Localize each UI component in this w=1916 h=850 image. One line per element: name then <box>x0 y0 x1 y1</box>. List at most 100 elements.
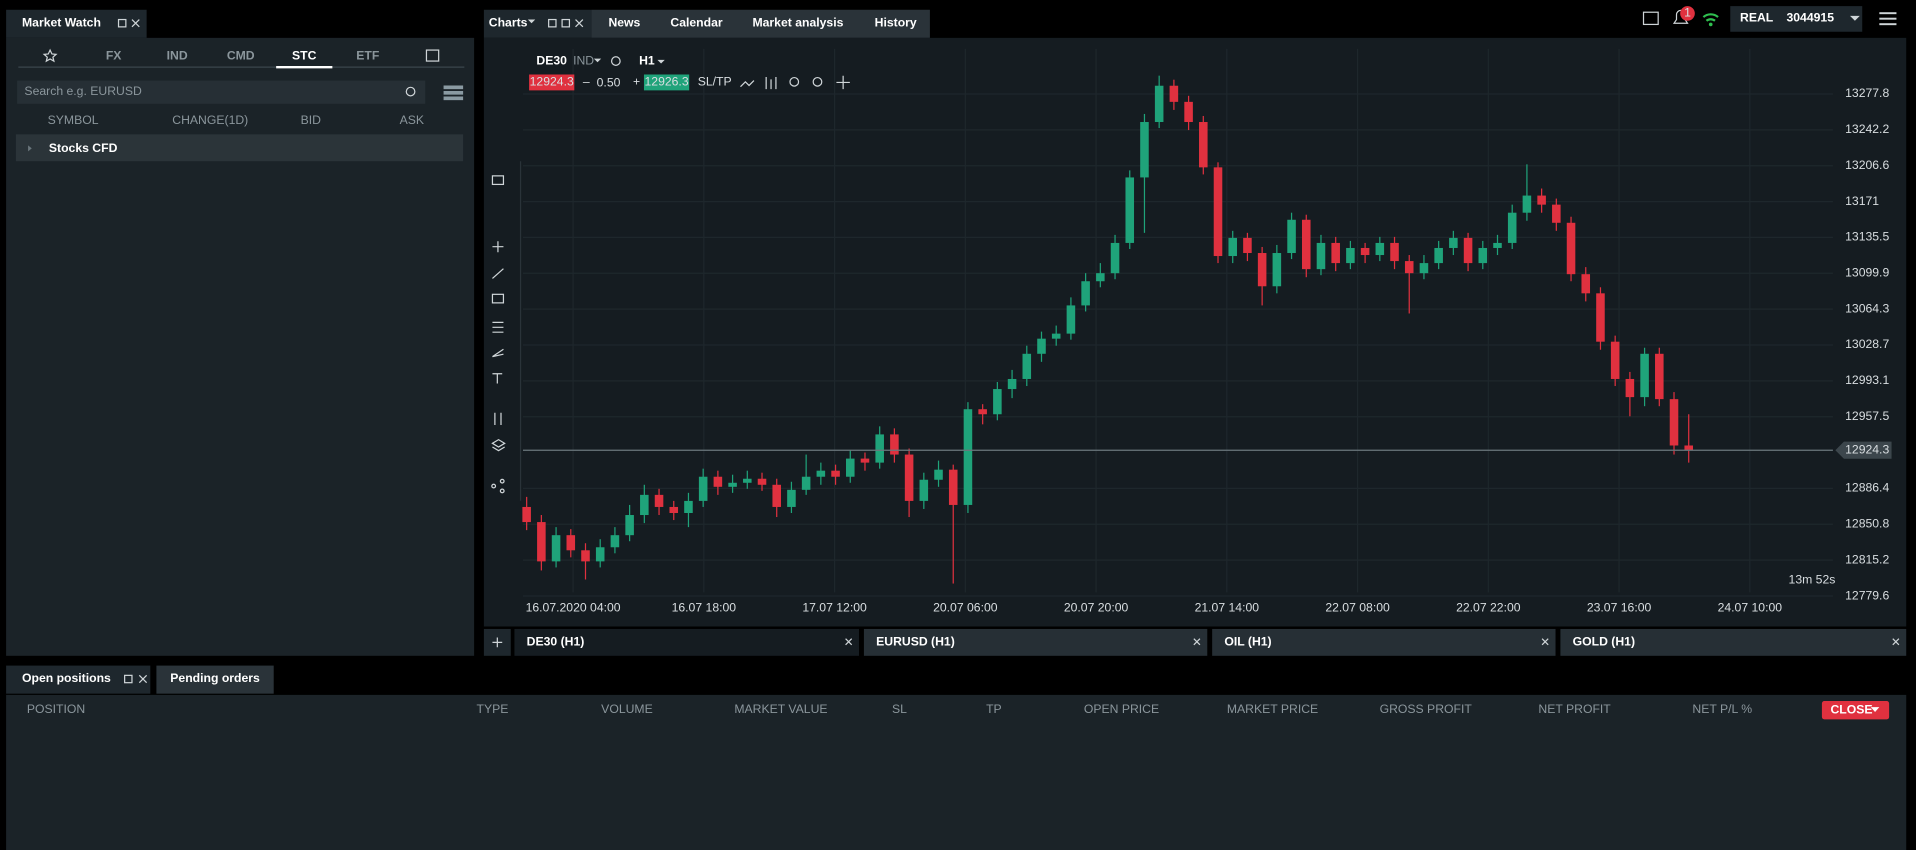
market-tab[interactable]: FX <box>106 48 122 62</box>
top-tab[interactable]: News <box>608 15 640 29</box>
chart-tab-close[interactable] <box>1892 638 1900 646</box>
y-tick-label: 12957.5 <box>1845 409 1889 423</box>
top-tab[interactable]: Calendar <box>670 15 722 29</box>
chart-tab-label[interactable]: DE30 (H1) <box>527 635 585 649</box>
candle-body <box>1243 237 1252 254</box>
minus-button[interactable]: – <box>583 75 590 89</box>
candle-body <box>1331 242 1340 264</box>
candle-body <box>669 506 679 514</box>
menu-icon[interactable] <box>1879 12 1897 26</box>
chart-tab-close[interactable] <box>845 638 853 646</box>
buy-button[interactable] <box>643 74 690 91</box>
expand-arrow[interactable] <box>28 145 32 152</box>
symbol-class: IND <box>573 53 594 67</box>
positions-tab[interactable]: Pending orders <box>170 671 260 685</box>
candle-body <box>595 547 605 562</box>
plus-button[interactable]: + <box>633 75 640 89</box>
column-header: TYPE <box>477 702 509 716</box>
candle-body <box>1051 333 1061 339</box>
candle-body <box>625 515 634 536</box>
candle-body <box>1272 253 1282 287</box>
sell-button[interactable] <box>529 74 575 91</box>
close-button[interactable] <box>1821 701 1890 720</box>
candle-body <box>1228 237 1237 257</box>
market-tab[interactable]: IND <box>167 48 188 62</box>
candle-body <box>772 484 781 507</box>
candle-body <box>1346 247 1355 264</box>
buy-price[interactable]: 12926.3 <box>644 75 688 89</box>
portfolio-icon[interactable] <box>425 49 440 62</box>
favorites-icon[interactable] <box>42 48 58 63</box>
candle-body <box>801 476 811 490</box>
current-price-marker <box>1835 441 1892 459</box>
x-tick-label: 21.07 14:00 <box>1195 600 1260 614</box>
candle-body <box>934 469 943 480</box>
panel-window-icons[interactable] <box>117 18 140 28</box>
drawing-toolbar[interactable] <box>491 175 506 494</box>
x-tick-label: 20.07 20:00 <box>1064 600 1129 614</box>
column-header: POSITION <box>27 702 85 716</box>
chart-tab[interactable] <box>514 628 860 656</box>
candle-body <box>816 470 826 477</box>
close-button-label[interactable]: CLOSE <box>1830 702 1872 716</box>
notification-count[interactable]: 1 <box>1684 6 1691 20</box>
sell-price[interactable]: 12924.3 <box>530 75 574 89</box>
chart-tab-label[interactable]: GOLD (H1) <box>1573 635 1635 649</box>
group-name[interactable]: Stocks CFD <box>49 141 118 155</box>
symbol[interactable]: DE30 <box>536 53 567 67</box>
market-tab[interactable]: CMD <box>227 48 255 62</box>
chart-tab[interactable] <box>1212 628 1556 656</box>
top-tab[interactable]: History <box>875 15 917 29</box>
chart-tab-label[interactable]: EURUSD (H1) <box>876 635 955 649</box>
chart-tab-close[interactable] <box>1541 638 1549 646</box>
candle-body <box>1375 242 1385 256</box>
y-tick-label: 13099.9 <box>1845 265 1889 279</box>
layout-icon[interactable] <box>1642 11 1659 26</box>
chart-tab[interactable] <box>1560 628 1907 656</box>
chart-tab-label[interactable]: OIL (H1) <box>1224 635 1271 649</box>
grid-view-icon[interactable] <box>443 85 464 101</box>
candle-body <box>1287 219 1296 254</box>
candle-body <box>1257 253 1267 287</box>
top-tab[interactable]: Market analysis <box>752 15 843 29</box>
candle-body <box>713 476 723 487</box>
candle-body <box>1007 378 1017 390</box>
charts-window-icons[interactable] <box>548 18 584 28</box>
plus-icon[interactable] <box>492 637 503 648</box>
positions-window-icons[interactable] <box>124 674 148 684</box>
market-tab[interactable]: STC <box>292 48 317 62</box>
group-row[interactable] <box>15 134 464 162</box>
account-mode[interactable]: REAL <box>1740 11 1774 25</box>
x-tick-label: 23.07 16:00 <box>1587 600 1652 614</box>
account-box[interactable] <box>1730 6 1863 32</box>
column-header: MARKET VALUE <box>734 702 827 716</box>
positions-tab[interactable]: Open positions <box>22 671 111 685</box>
candle-body <box>890 434 899 455</box>
market-tab[interactable]: ETF <box>356 48 379 62</box>
search-box[interactable] <box>17 80 426 104</box>
panel-tab <box>6 9 147 38</box>
chart-tab[interactable] <box>863 628 1208 656</box>
close-dropdown[interactable] <box>1870 707 1880 712</box>
sltp-button[interactable]: SL/TP <box>698 75 732 89</box>
pending-tab-bg[interactable] <box>156 665 274 694</box>
timeframe[interactable]: H1 <box>639 53 655 67</box>
positions-panel <box>6 694 1907 850</box>
candle-body <box>860 458 870 463</box>
candle-body <box>993 389 1002 415</box>
notification-badge[interactable] <box>1680 6 1695 21</box>
search-placeholder[interactable]: Search e.g. EURUSD <box>24 84 142 98</box>
search-icon[interactable] <box>405 86 416 97</box>
chart-tab-close[interactable] <box>1193 638 1201 646</box>
dropdown-arrow[interactable] <box>1850 15 1860 21</box>
account-number[interactable]: 3044915 <box>1786 11 1834 25</box>
connection-dot <box>1708 22 1713 27</box>
y-tick-label: 13277.8 <box>1845 86 1889 100</box>
candle-body <box>1066 305 1076 334</box>
candle-body <box>1213 167 1223 257</box>
candle-body <box>875 434 884 463</box>
positions-tab-bg <box>6 665 151 694</box>
chart-tools[interactable] <box>610 56 850 90</box>
top-tab[interactable]: Charts <box>489 15 528 29</box>
